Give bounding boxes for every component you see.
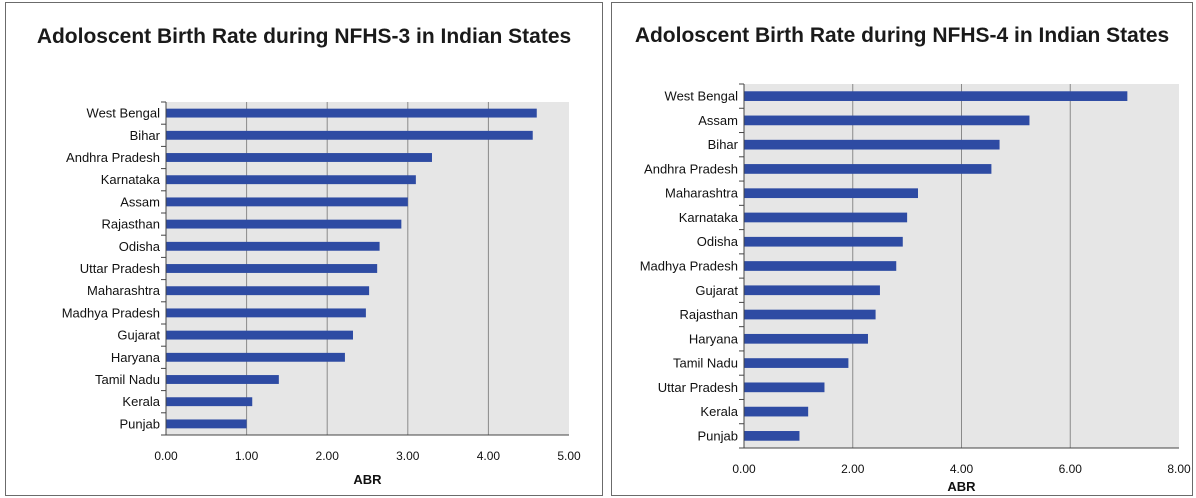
bar	[744, 431, 800, 441]
bar	[166, 108, 537, 118]
bar	[744, 406, 809, 417]
category-label: Rajasthan	[679, 307, 738, 322]
bar	[744, 261, 897, 271]
bar	[166, 219, 402, 229]
bar	[744, 309, 876, 320]
x-tick-label: 1.00	[235, 449, 259, 463]
category-label: Odisha	[119, 239, 161, 254]
category-label: Odisha	[697, 234, 739, 249]
x-tick-label: 5.00	[557, 449, 581, 463]
category-label: Madhya Pradesh	[640, 259, 738, 274]
category-label: Gujarat	[117, 328, 160, 343]
category-label: Assam	[120, 194, 160, 209]
category-label: Andhra Pradesh	[66, 150, 160, 165]
category-label: Rajasthan	[101, 217, 160, 232]
category-label: Haryana	[111, 350, 161, 365]
bar	[166, 153, 432, 162]
x-tick-label: 3.00	[396, 449, 420, 463]
x-tick-label: 2.00	[316, 449, 340, 463]
bar	[744, 139, 1000, 150]
x-tick-label: 2.00	[841, 462, 865, 476]
bar	[744, 164, 992, 174]
category-label: Kerala	[122, 394, 160, 409]
bar-chart-nfhs4: 0.00 2.00 4.00 6.00 8.00 West Bengal Assam Biha…	[640, 83, 1191, 494]
bar	[166, 130, 533, 140]
x-tick-label: 6.00	[1059, 462, 1083, 476]
bar	[744, 91, 1128, 101]
category-label: Uttar Pradesh	[80, 261, 160, 276]
bar	[166, 397, 253, 407]
chart-panel-nfhs3: Adoloscent Birth Rate during NFHS-3 in I…	[5, 2, 603, 496]
category-label: Haryana	[689, 331, 739, 346]
bar	[744, 212, 908, 223]
chart-title: Adoloscent Birth Rate during NFHS-4 in I…	[634, 24, 1170, 47]
x-tick-label: 4.00	[950, 462, 974, 476]
category-label: Tamil Nadu	[95, 372, 160, 387]
chart-panel-nfhs4: Adoloscent Birth Rate during NFHS-4 in I…	[611, 2, 1193, 496]
chart-title: Adoloscent Birth Rate during NFHS-3 in I…	[36, 25, 572, 48]
x-tick-label: 0.00	[732, 462, 756, 476]
bar	[166, 419, 247, 429]
x-axis-title: ABR	[353, 472, 382, 487]
category-label: Madhya Pradesh	[62, 305, 160, 320]
category-label: Karnataka	[101, 172, 161, 187]
category-label: Maharashtra	[87, 283, 161, 298]
bar	[744, 236, 903, 247]
bar	[166, 330, 353, 340]
x-axis-title: ABR	[947, 479, 976, 494]
bar	[166, 375, 279, 384]
x-tick-label: 4.00	[477, 449, 501, 463]
bar	[166, 286, 370, 296]
category-label: Bihar	[708, 137, 739, 152]
bar	[744, 115, 1030, 126]
category-label: Punjab	[698, 428, 738, 443]
bar	[166, 352, 345, 362]
category-label: Kerala	[700, 404, 738, 419]
bar	[744, 188, 918, 199]
category-label: Assam	[698, 113, 738, 128]
category-label: Uttar Pradesh	[658, 380, 738, 395]
category-label: West Bengal	[665, 89, 739, 104]
bar	[744, 285, 880, 296]
category-label: Karnataka	[679, 210, 739, 225]
category-label: Andhra Pradesh	[644, 161, 738, 176]
bar	[166, 175, 416, 185]
x-tick-label: 0.00	[154, 449, 178, 463]
bar	[744, 333, 868, 344]
bar	[166, 308, 366, 318]
category-label: West Bengal	[87, 106, 161, 121]
x-tick-label: 8.00	[1167, 462, 1191, 476]
category-label: Punjab	[120, 416, 160, 431]
category-label: Maharashtra	[665, 186, 739, 201]
bar	[166, 197, 408, 207]
bar	[166, 264, 378, 273]
bar	[166, 241, 380, 251]
category-label: Gujarat	[695, 283, 738, 298]
category-label: Bihar	[130, 128, 161, 143]
bar	[744, 382, 825, 393]
bar	[744, 358, 849, 368]
bar-chart-nfhs3: 0.00 1.00 2.00 3.00 4.00 5.00 West Bengal Bihar…	[62, 101, 581, 487]
category-label: Tamil Nadu	[673, 356, 738, 371]
